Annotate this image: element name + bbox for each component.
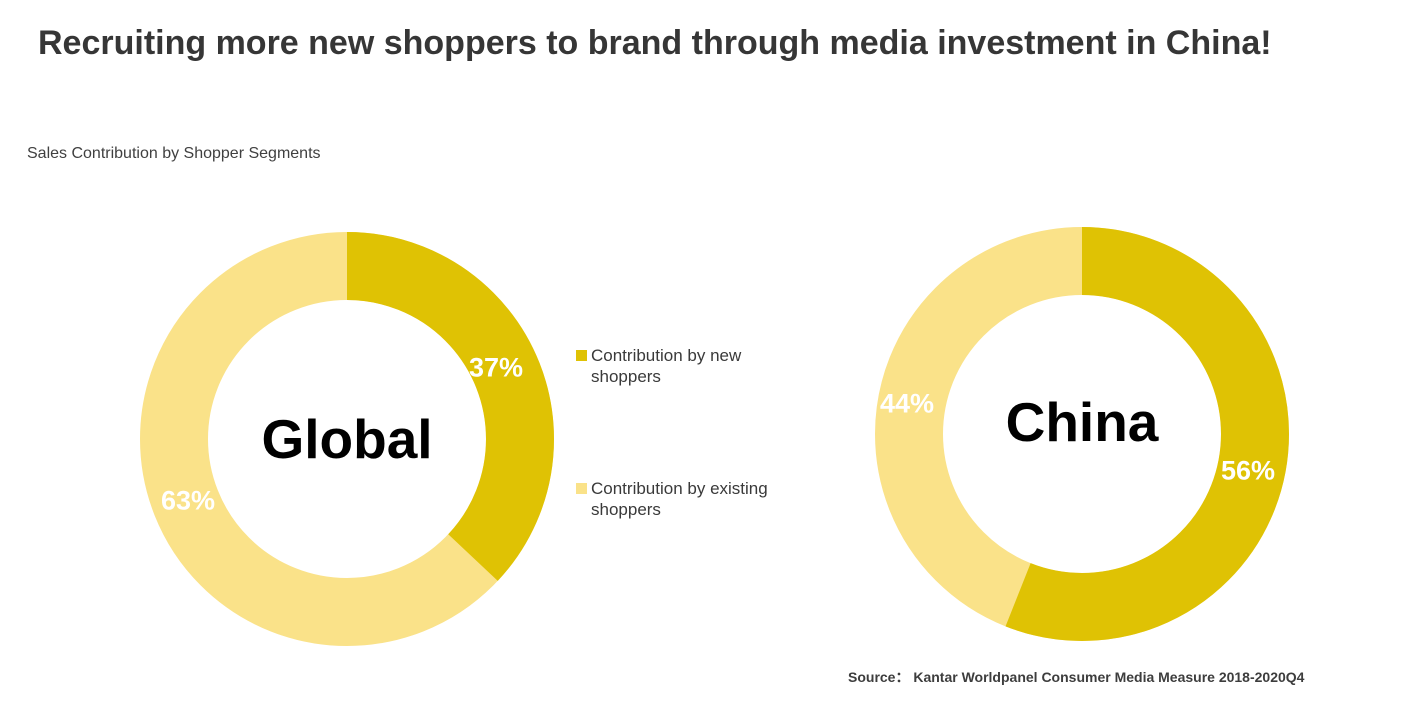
source-attribution: Source： Kantar Worldpanel Consumer Media… [848, 669, 1305, 685]
donut-rings-china [875, 227, 1289, 641]
legend-item-new-shoppers: Contribution by new shoppers [576, 345, 788, 387]
donut-chart-china: China 56% 44% [874, 226, 1290, 642]
legend-label-new-shoppers: Contribution by new shoppers [591, 346, 742, 386]
data-label-global-new-shoppers: 37% [468, 352, 524, 383]
legend-item-existing-shoppers: Contribution by existing shoppers [576, 478, 788, 520]
chart-center-label-global: Global [261, 408, 433, 470]
legend-swatch-new-shoppers-icon [576, 350, 587, 361]
page-title: Recruiting more new shoppers to brand th… [38, 24, 1272, 62]
chart-center-label-china: China [1005, 391, 1159, 453]
legend-swatch-existing-shoppers-icon [576, 483, 587, 494]
legend-label-existing-shoppers: Contribution by existing shoppers [591, 479, 768, 519]
donut-rings-global [140, 232, 554, 646]
data-label-global-existing-shoppers: 63% [160, 485, 216, 516]
chart-subtitle: Sales Contribution by Shopper Segments [27, 145, 321, 162]
donut-chart-global: Global 37% 63% [139, 231, 555, 647]
data-label-china-existing-shoppers: 44% [879, 388, 935, 419]
data-label-china-new-shoppers: 56% [1220, 455, 1276, 486]
